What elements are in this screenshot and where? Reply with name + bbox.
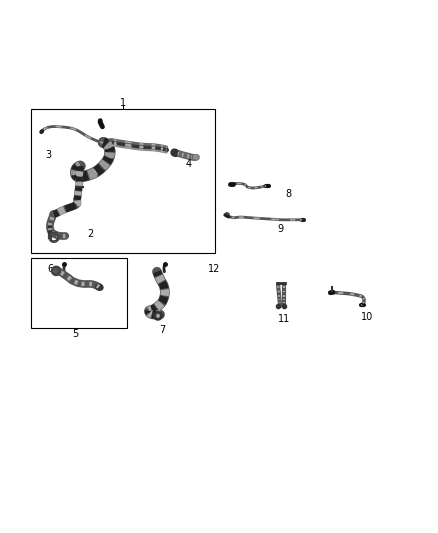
Text: 7: 7: [159, 325, 166, 335]
Bar: [31, 258, 127, 328]
Text: 12: 12: [208, 264, 221, 273]
Text: 5: 5: [72, 329, 78, 339]
Bar: [31, 109, 215, 253]
Text: 10: 10: [361, 312, 374, 322]
Text: 1: 1: [120, 98, 126, 108]
Text: 11: 11: [279, 314, 291, 324]
Text: 8: 8: [286, 189, 292, 199]
Text: 2: 2: [87, 229, 93, 239]
Text: 4: 4: [185, 159, 191, 169]
Text: 3: 3: [46, 150, 52, 160]
Text: 6: 6: [48, 264, 54, 273]
Text: 9: 9: [277, 224, 283, 235]
